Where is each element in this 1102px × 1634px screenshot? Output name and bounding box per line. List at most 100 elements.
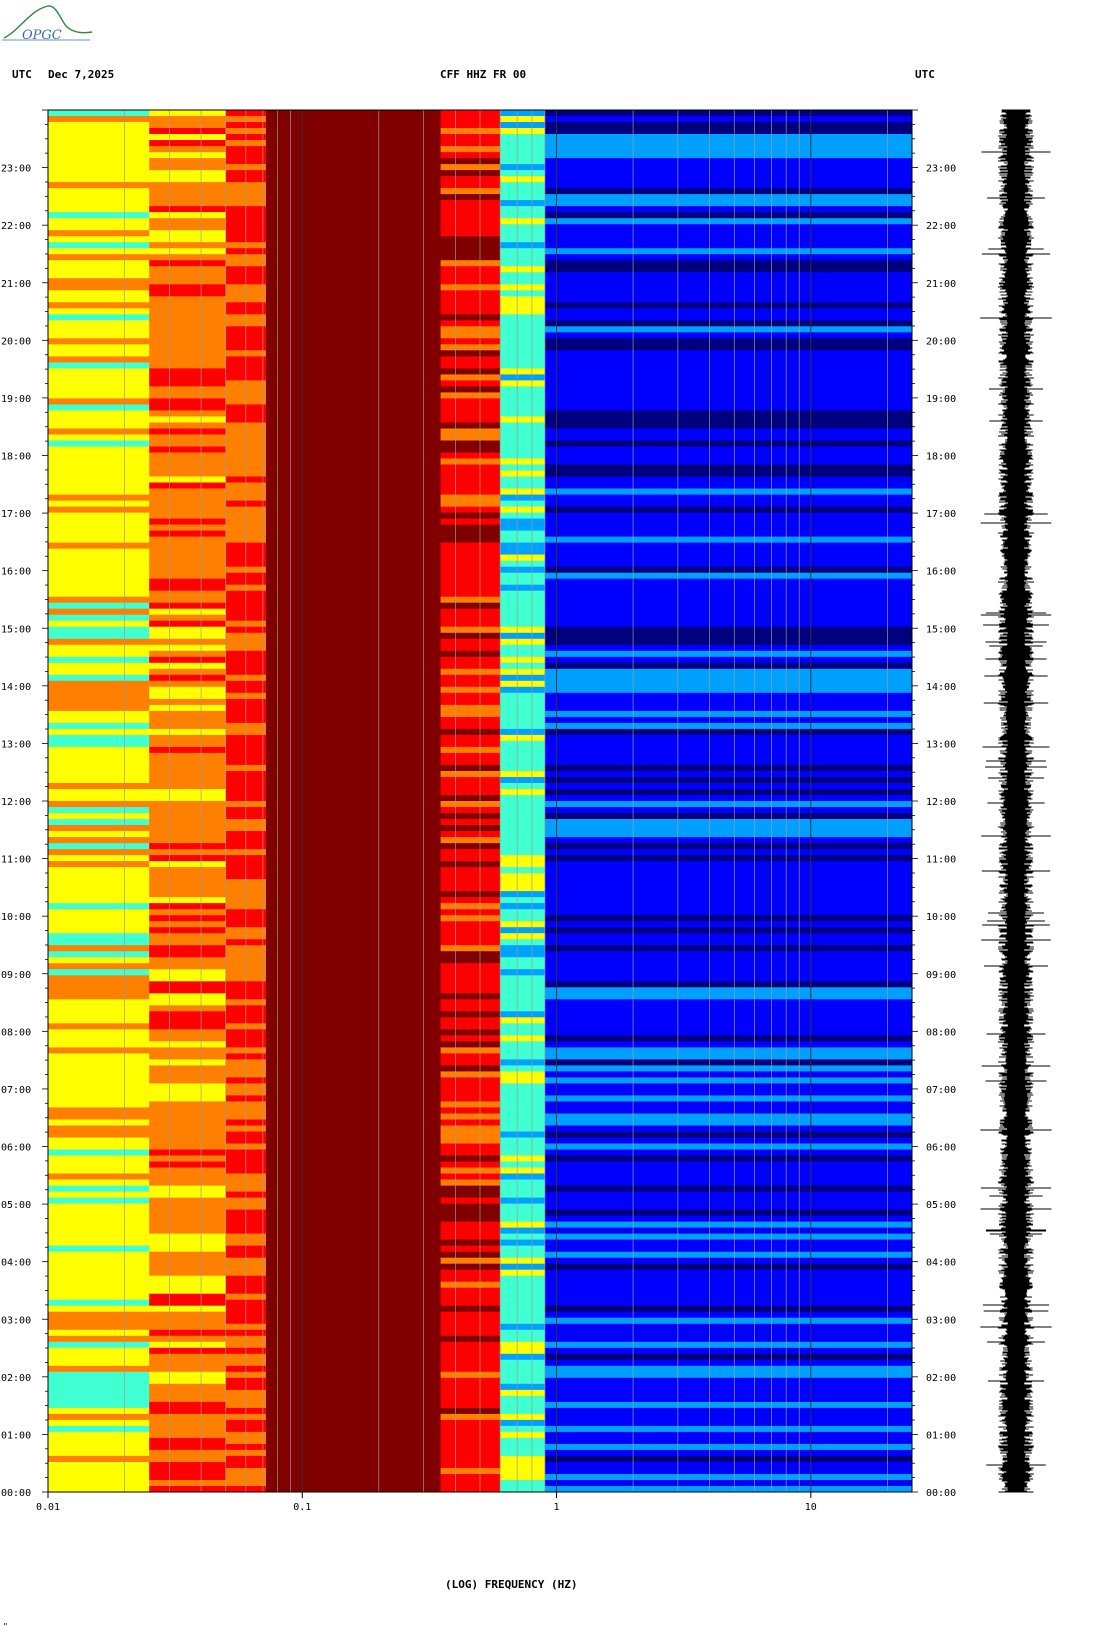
heatmap-cell [544,1071,913,1078]
y-tick-label-left: 13:00 [1,739,31,750]
heatmap-cell [48,386,150,393]
y-tick-label-left: 15:00 [1,624,31,635]
plot-date: Dec 7,2025 [48,68,115,81]
heatmap-cell [500,1389,546,1397]
heatmap-cell [149,398,227,405]
y-tick-label-left: 17:00 [1,509,31,520]
heatmap-cell [544,656,913,664]
heatmap-cell [48,969,150,976]
heatmap-cell [149,1389,227,1397]
heatmap-cell [440,1395,501,1403]
heatmap-cell [266,1419,442,1427]
heatmap-cell [48,849,150,856]
heatmap-cell [149,338,227,345]
heatmap-cell [266,1143,442,1150]
heatmap-cell [48,320,150,327]
heatmap-cell [266,1359,442,1367]
heatmap-cell [48,963,150,970]
heatmap-cell [266,951,442,958]
heatmap-cell [440,1209,501,1217]
svg-text:OPGC: OPGC [22,28,62,43]
heatmap-cell [266,428,442,435]
heatmap-cell [544,939,913,946]
y-tick-label-right: 03:00 [926,1315,956,1326]
heatmap-cell [266,1407,442,1415]
heatmap-cell [266,1365,442,1373]
heatmap-cell [266,1149,442,1156]
heatmap-cell [266,1065,442,1072]
heatmap-cell [440,338,501,345]
heatmap-cell [440,140,501,147]
heatmap-cell [500,1365,546,1373]
heatmap-cell [48,1389,150,1397]
heatmap-cell [48,746,150,754]
heatmap-cell [440,356,501,363]
heatmap-cell [544,674,913,682]
heatmap-cell [500,128,546,135]
heatmap-cell [149,933,227,940]
heatmap-cell [440,398,501,405]
heatmap-cell [500,1486,546,1493]
heatmap-cell [544,1119,913,1126]
heatmap-cell [500,867,546,874]
heatmap-cell [266,380,442,387]
heatmap-cell [544,458,913,465]
heatmap-cell [500,1035,546,1042]
heatmap-cell [266,254,442,261]
heatmap-cell [149,837,227,844]
heatmap-cell [440,578,501,586]
heatmap-cell [544,855,913,862]
heatmap-cell [48,356,150,363]
heatmap-cell [266,981,442,988]
heatmap-cell [440,218,501,225]
heatmap-cell [500,560,546,568]
heatmap-cell [149,284,227,291]
heatmap-cell [500,1125,546,1132]
heatmap-cell [500,752,546,760]
heatmap-cell [544,584,913,592]
heatmap-cell [500,1257,546,1265]
heatmap-cell [149,116,227,123]
heatmap-cell [544,1161,913,1168]
heatmap-cell [440,843,501,850]
heatmap-cell [440,1359,501,1367]
heatmap-cell [440,386,501,393]
heatmap-cell [149,536,227,544]
heatmap-cell [48,1269,150,1277]
heatmap-cell [266,915,442,922]
heatmap-cell [266,218,442,225]
heatmap-cell [48,1365,150,1373]
heatmap-cell [48,440,150,447]
heatmap-cell [440,1161,501,1168]
heatmap-cell [544,1263,913,1271]
heatmap-cell [544,194,913,201]
heatmap-cell [500,1047,546,1054]
heatmap-cell [149,831,227,838]
heatmap-cell [440,1269,501,1277]
heatmap-cell [500,1059,546,1066]
heatmap-cell [48,945,150,952]
heatmap-cell [500,1323,546,1331]
heatmap-cell [149,1203,227,1211]
heatmap-cell [544,1329,913,1337]
heatmap-cell [440,362,501,369]
heatmap-cell [500,1029,546,1036]
heatmap-cell [500,134,546,141]
heatmap-cell [149,452,227,459]
heatmap-cell [544,1083,913,1090]
heatmap-cell [440,1221,501,1229]
heatmap-cell [440,428,501,435]
heatmap-cell [440,284,501,291]
heatmap-cell [266,392,442,399]
station-title: CFF HHZ FR 00 [440,68,527,81]
heatmap-cell [544,1293,913,1301]
heatmap-cell [440,933,501,940]
heatmap-cell [48,1377,150,1385]
heatmap-cell [440,891,501,898]
heatmap-cell [544,1425,913,1433]
heatmap-cell [544,428,913,435]
heatmap-cell [500,1449,546,1457]
heatmap-cell [544,338,913,345]
heatmap-cell [500,596,546,604]
heatmap-cell [266,945,442,952]
